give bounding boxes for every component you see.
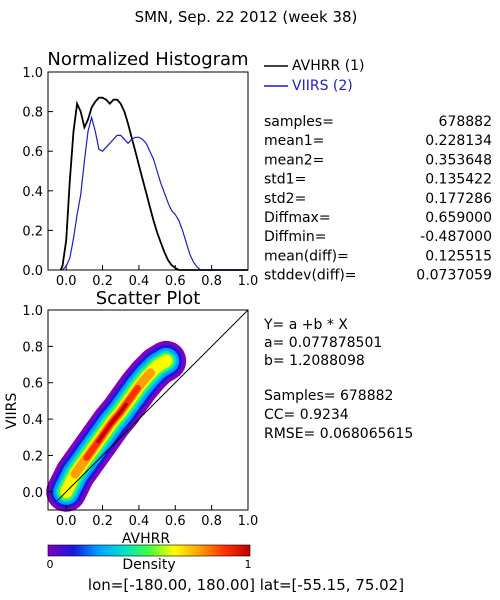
- histogram-frame: [48, 72, 248, 270]
- histogram-lines: [61, 98, 248, 270]
- scatter-annotations: Y= a +b * X a= 0.077878501 b= 1.2088098 Sam…: [263, 317, 413, 442]
- stat-value: 0.135422: [425, 172, 492, 188]
- stat-value: 678882: [439, 114, 492, 130]
- stat-value: 0.125515: [425, 248, 492, 264]
- footer-lat-values: -55.15, 75.02: [297, 576, 398, 594]
- scatter-y-tick-label: 0.2: [22, 449, 43, 464]
- histogram-y-tick-label: 0.8: [22, 106, 43, 121]
- scatter-x-tick-label: 0.2: [92, 514, 113, 529]
- stat-label: mean2=: [264, 152, 324, 168]
- stat-label: stddev(diff)=: [264, 268, 357, 284]
- histogram-x-tick-label: 0.0: [56, 274, 77, 289]
- histogram-x-tick-label: 0.2: [92, 274, 113, 289]
- scatter-x-tick-label: 0.0: [56, 514, 77, 529]
- scatter-panel: Scatter Plot 0.0 0.2 0.4 0.6 0.8 1.0 0.0 0.2 0.4…: [4, 288, 413, 547]
- stat-label: std1=: [264, 172, 306, 188]
- stat-label: Diffmax=: [264, 210, 331, 226]
- identity-line: [57, 310, 248, 501]
- scatter-y-tick-label: 0.0: [22, 486, 43, 501]
- stat-label: mean1=: [264, 133, 324, 149]
- scatter-annotation: RMSE= 0.068065615: [264, 426, 413, 442]
- stat-label: mean(diff)=: [264, 248, 349, 264]
- footer-lon-values: -180.00, 180.00: [129, 576, 249, 594]
- scatter-annotation: a= 0.077878501: [264, 335, 382, 351]
- scatter-annotation: Y= a +b * X: [263, 317, 348, 333]
- histogram-title: Normalized Histogram: [47, 49, 248, 70]
- histogram-series-viirs: [63, 118, 249, 271]
- histogram-x-tick-label: 1.0: [238, 274, 259, 289]
- histogram-panel: Normalized Histogram 0.0 0.2 0.4 0.6 0.8 1.00…: [22, 49, 492, 289]
- histogram-tick-labels: 0.0 0.2 0.4 0.6 0.8 1.0 0.0 0.2 0.4 0.6 0.8 1.0: [22, 66, 258, 289]
- scatter-annotation: CC= 0.9234: [264, 407, 349, 423]
- histogram-axis-group: [48, 72, 248, 270]
- histogram-series-avhrr: [61, 98, 248, 270]
- scatter-x-tick-label: 0.8: [201, 514, 222, 529]
- stat-value: 0.177286: [425, 191, 492, 207]
- colorbar-max-label: 1: [245, 558, 252, 571]
- scatter-annotation: b= 1.2088098: [264, 353, 365, 369]
- colorbar-ramp: [48, 545, 250, 556]
- colorbar-min-label: 0: [47, 558, 54, 571]
- scatter-x-tick-label: 1.0: [238, 514, 259, 529]
- scatter-ylabel: VIIRS: [4, 393, 20, 430]
- histogram-y-tick-label: 0.6: [22, 145, 43, 160]
- histogram-x-tick-label: 0.8: [201, 274, 222, 289]
- scatter-title: Scatter Plot: [96, 288, 201, 309]
- histogram-y-tick-label: 1.0: [22, 66, 43, 81]
- stat-label: samples=: [264, 114, 334, 130]
- stat-label: Diffmin=: [264, 229, 326, 245]
- stat-value: 0.659000: [425, 210, 492, 226]
- footer-lon-label: lon=[: [88, 576, 129, 594]
- figure-title: SMN, Sep. 22 2012 (week 38): [135, 8, 358, 26]
- footer-close: ]: [398, 576, 404, 594]
- scatter-annotation: Samples= 678882: [264, 388, 393, 404]
- scatter-y-tick-label: 0.6: [22, 377, 43, 392]
- scatter-x-tick-label: 0.4: [129, 514, 150, 529]
- stat-label: std2=: [264, 191, 306, 207]
- colorbar-title: Density: [122, 557, 175, 573]
- scatter-y-tick-label: 1.0: [22, 304, 43, 319]
- legend-label-viirs: VIIRS (2): [292, 78, 353, 94]
- footer-coordinates: lon=[-180.00, 180.00] lat=[-55.15, 75.02…: [88, 576, 404, 594]
- scatter-density: [66, 361, 166, 492]
- stat-value: 0.228134: [425, 133, 492, 149]
- scatter-y-tick-label: 0.4: [22, 413, 43, 428]
- histogram-y-tick-label: 0.4: [22, 185, 43, 200]
- histogram-legend: AVHRR (1) VIIRS (2): [264, 58, 365, 94]
- stat-value: 0.0737059: [416, 268, 492, 284]
- histogram-y-tick-label: 0.0: [22, 264, 43, 279]
- legend-label-avhrr: AVHRR (1): [292, 58, 365, 74]
- scatter-xlabel: AVHRR: [122, 531, 171, 547]
- histogram-x-tick-label: 0.6: [165, 274, 186, 289]
- scatter-y-tick-label: 0.8: [22, 340, 43, 355]
- histogram-y-tick-label: 0.2: [22, 224, 43, 239]
- histogram-x-tick-label: 0.4: [129, 274, 150, 289]
- histogram-stats: samples= 678882 mean1= 0.228134 mean2= 0.3536…: [264, 114, 492, 284]
- scatter-x-tick-label: 0.6: [165, 514, 186, 529]
- density-colorbar: 0 Density 1: [47, 545, 252, 573]
- stat-value: 0.353648: [425, 152, 492, 168]
- stat-value: -0.487000: [420, 229, 492, 245]
- footer-lat-label: ] lat=[: [249, 576, 297, 594]
